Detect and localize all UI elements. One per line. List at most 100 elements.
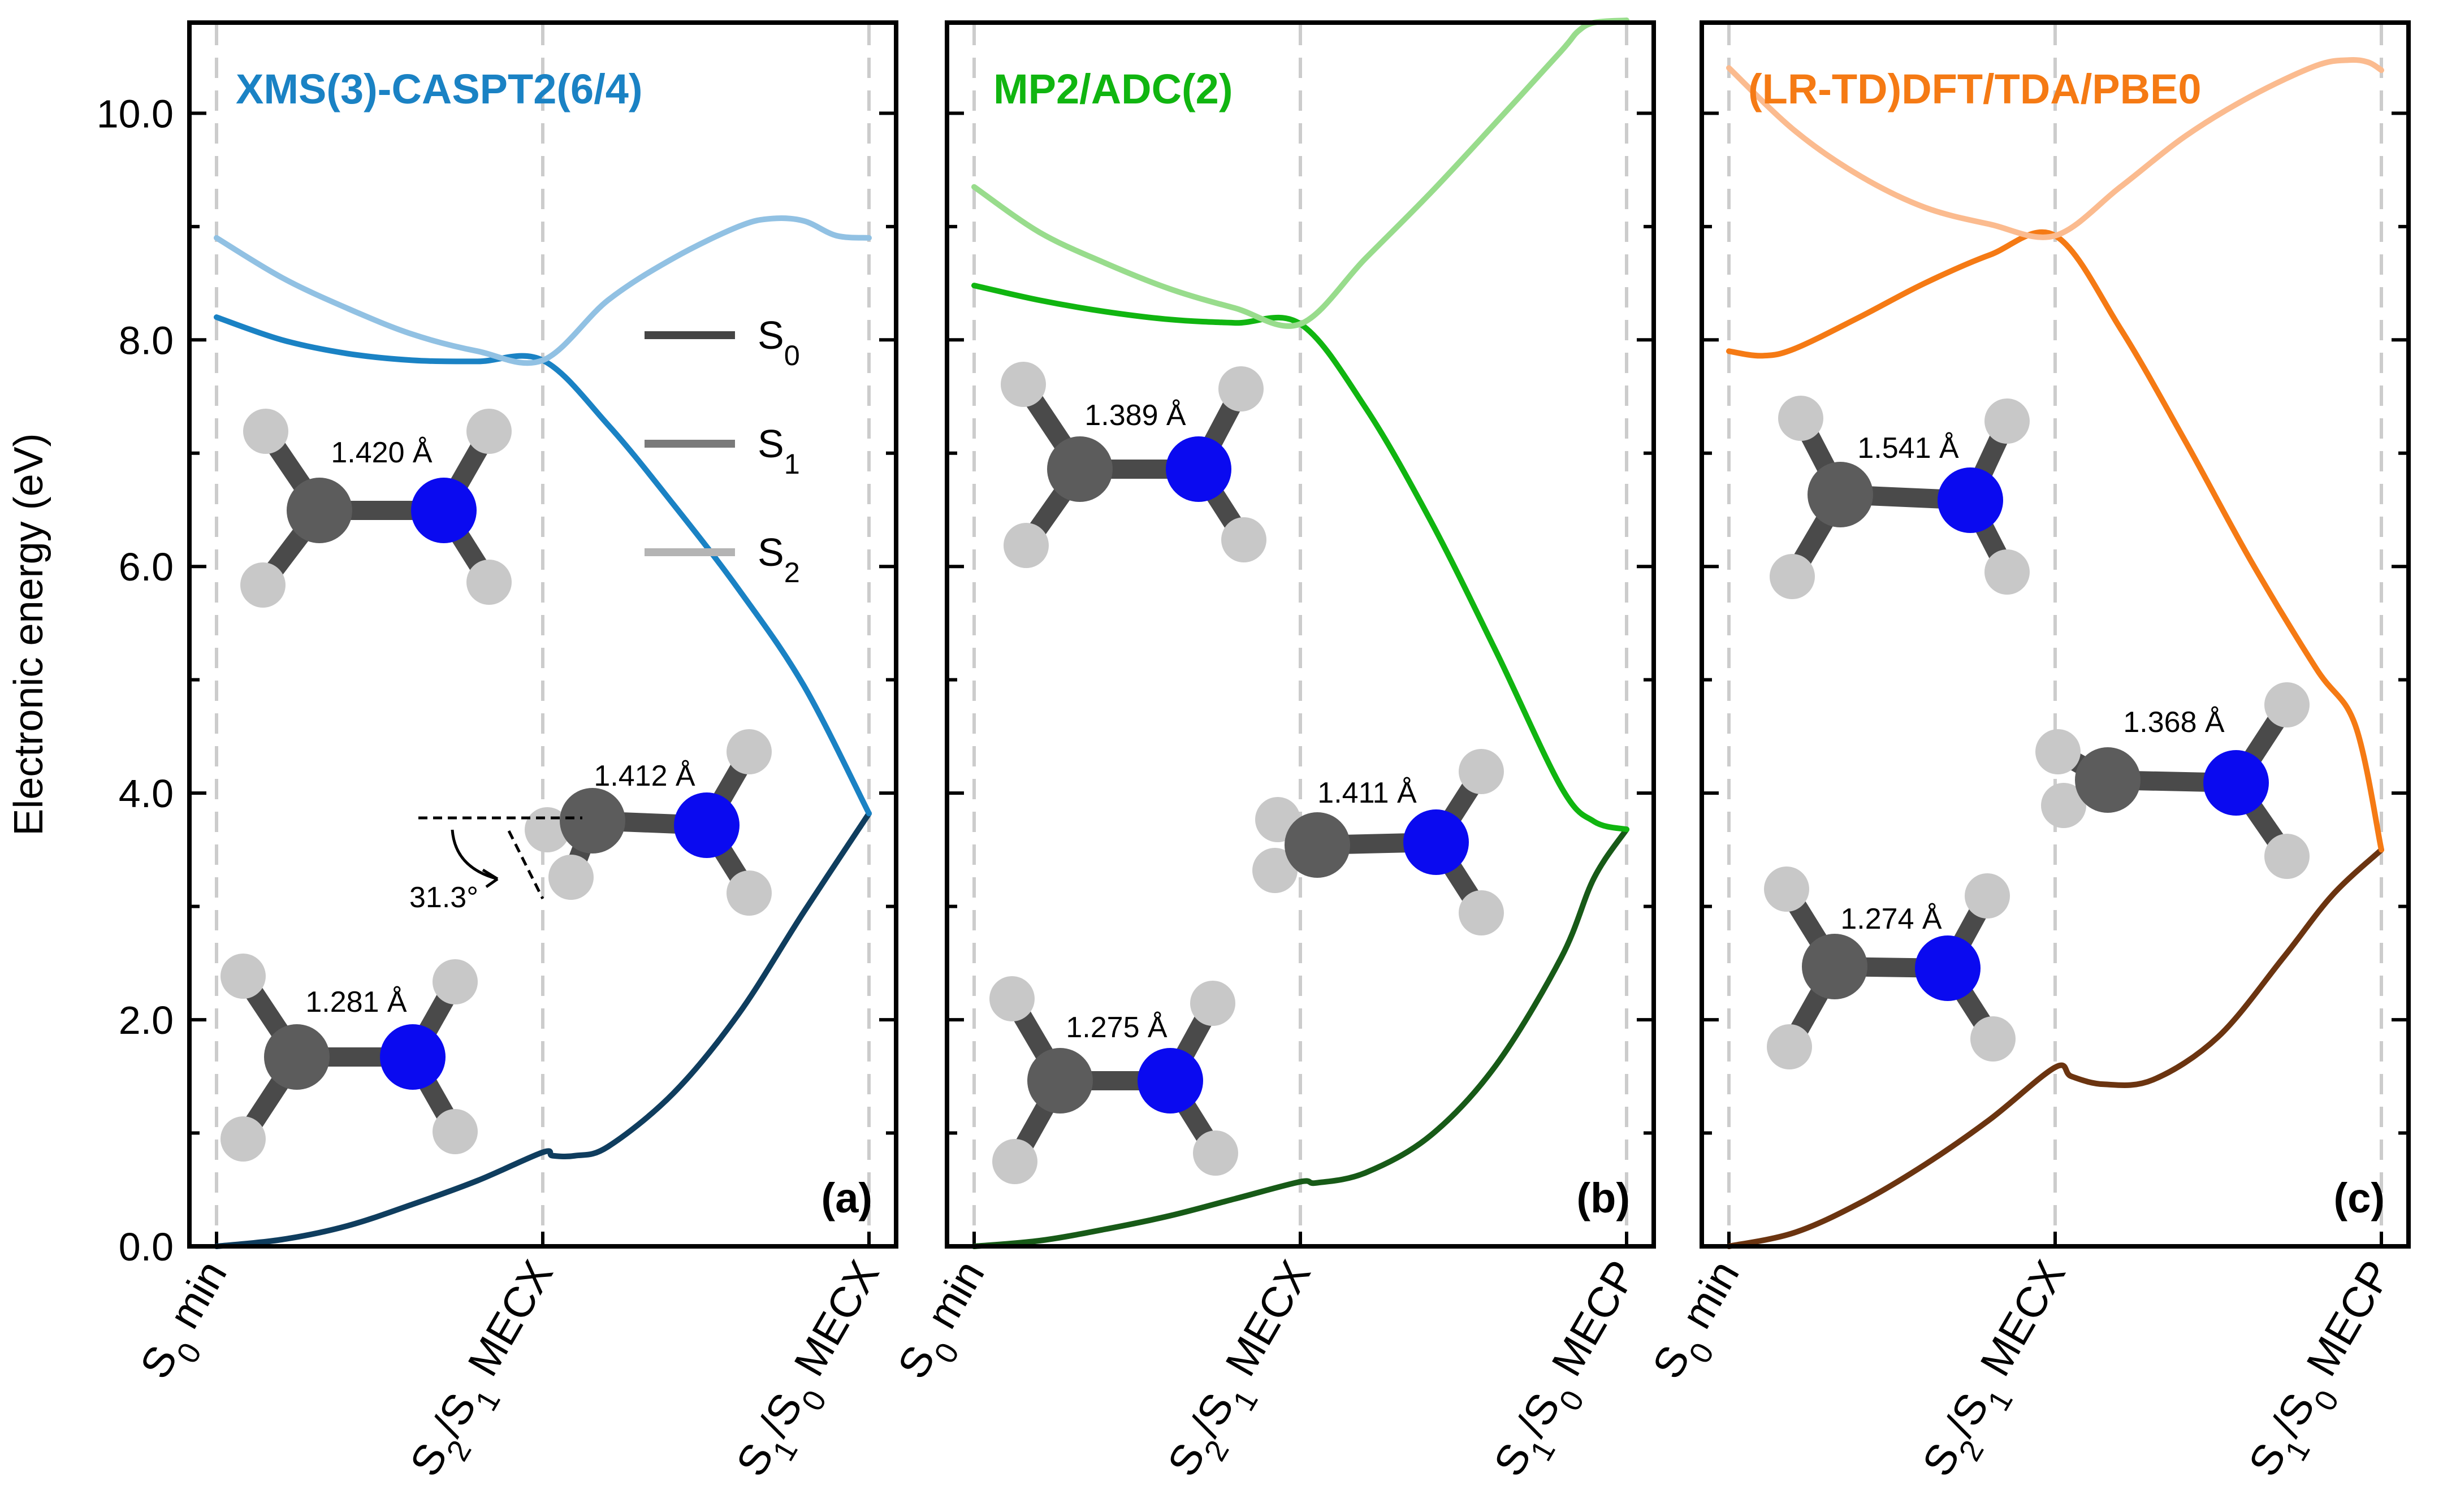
- series-line-S2: [214, 215, 872, 366]
- series-line-S1: [214, 314, 872, 817]
- nitrogen-atom: [1166, 436, 1231, 502]
- hydrogen-atom: [2264, 834, 2310, 879]
- carbon-atom: [1047, 436, 1113, 502]
- series-line-S0: [214, 811, 872, 1249]
- nitrogen-atom: [2203, 750, 2269, 816]
- x-tick-label: S0 min: [131, 1253, 249, 1394]
- bond-length-label: 1.368 Å: [2123, 706, 2225, 739]
- hydrogen-atom: [466, 409, 512, 454]
- x-tick-label: S1/S0 MECP: [2239, 1253, 2414, 1492]
- hydrogen-atom: [1965, 873, 2010, 919]
- x-tick-label-part: min: [1666, 1253, 1748, 1347]
- legend-label: S0: [758, 313, 800, 371]
- hydrogen-atom: [1004, 523, 1049, 568]
- y-tick-label: 8.0: [119, 318, 174, 362]
- hydrogen-atom: [727, 729, 772, 774]
- x-tick-label: S2/S1 MECX: [1158, 1253, 1333, 1492]
- hydrogen-atom: [433, 959, 478, 1004]
- legend-label-part: S: [758, 313, 784, 357]
- angle-arrowhead: [482, 868, 499, 889]
- hydrogen-atom: [2041, 783, 2086, 828]
- panel-2: MP2/ADC(2) (b) S0 min S2/S1 MECX S1/S0 MECP: [889, 18, 1656, 1492]
- y-tick-label: 6.0: [119, 545, 174, 589]
- angle-plane-line: [507, 830, 544, 900]
- plot-frame: [1700, 20, 2411, 1249]
- hydrogen-atom: [548, 855, 594, 900]
- series-line-S0: [971, 826, 1629, 1249]
- bond-length-label: 1.412 Å: [594, 760, 695, 792]
- molecule: 1.541 Å: [1770, 396, 2030, 599]
- nitrogen-atom: [1915, 935, 1981, 1001]
- hydrogen-atom: [243, 409, 288, 454]
- hydrogen-atom: [1221, 517, 1266, 562]
- bond-length-label: 1.541 Å: [1857, 432, 1959, 465]
- y-tick-label: 4.0: [119, 772, 174, 816]
- hydrogen-atom: [2035, 729, 2081, 774]
- x-tick-label: S0 min: [889, 1253, 1006, 1394]
- plot-frame: [187, 20, 898, 1249]
- hydrogen-atom: [1193, 1130, 1238, 1176]
- hydrogen-atom: [1459, 749, 1504, 794]
- x-tick-label-part: min: [911, 1253, 993, 1347]
- hydrogen-atom: [1764, 867, 1809, 912]
- bond-length-label: 1.420 Å: [331, 436, 433, 469]
- panel-title: (LR-TD)DFT/TDA/PBE0: [1748, 66, 2202, 112]
- legend-label-part: S: [758, 422, 784, 466]
- series-line-S2: [1726, 57, 2384, 240]
- legend-label: S1: [758, 422, 800, 480]
- legend-label-part: 1: [784, 448, 800, 480]
- bond-length-label: 1.411 Å: [1317, 777, 1417, 809]
- series-line-S0: [1726, 847, 2384, 1249]
- molecule: 1.281 Å: [220, 954, 478, 1162]
- hydrogen-atom: [220, 1116, 266, 1162]
- hydrogen-atom: [1778, 396, 1823, 441]
- panel-letter: (a): [821, 1175, 872, 1221]
- panel-1: XMS(3)-CASPT2(6/4) (a) S0 min S2/S1 MECX S1/…: [131, 20, 901, 1492]
- hydrogen-atom: [1767, 1024, 1812, 1069]
- bond-length-label: 1.281 Å: [305, 986, 407, 1019]
- nitrogen-atom: [674, 792, 740, 858]
- carbon-atom: [1802, 934, 1867, 999]
- panel-3: (LR-TD)DFT/TDA/PBE0 (c) S0 min S2/S1 MECX S1…: [1644, 20, 2414, 1492]
- x-tick-label-part: MECP: [1537, 1253, 1646, 1394]
- molecule: 1.275 Å: [989, 976, 1238, 1184]
- molecule: 1.412 Å: [525, 729, 772, 916]
- hydrogen-atom: [1770, 554, 1815, 599]
- panel-title: MP2/ADC(2): [993, 66, 1233, 112]
- x-tick-label: S1/S0 MECX: [727, 1253, 901, 1492]
- hydrogen-atom: [1190, 981, 1235, 1026]
- hydrogen-atom: [989, 976, 1035, 1021]
- panel-letter: (b): [1577, 1175, 1631, 1221]
- x-tick-label-part: MECX: [453, 1253, 563, 1394]
- molecule: 1.274 Å: [1764, 867, 2016, 1069]
- carbon-atom: [1808, 462, 1873, 527]
- nitrogen-atom: [1403, 809, 1469, 875]
- hydrogen-atom: [240, 562, 286, 608]
- hydrogen-atom: [433, 1109, 478, 1154]
- panel-letter: (c): [2334, 1175, 2385, 1221]
- nitrogen-atom: [411, 478, 477, 543]
- nitrogen-atom: [1138, 1048, 1203, 1114]
- hydrogen-atom: [466, 560, 512, 605]
- hydrogen-atom: [1001, 362, 1046, 407]
- x-tick-label-part: MECX: [1210, 1253, 1320, 1394]
- hydrogen-atom: [992, 1139, 1037, 1184]
- series-line-S1: [1726, 229, 2384, 853]
- x-tick-label-part: MECP: [2291, 1253, 2401, 1394]
- bond-length-label: 1.389 Å: [1084, 399, 1186, 432]
- carbon-atom: [2075, 747, 2141, 813]
- angle-label: 31.3°: [409, 881, 478, 914]
- hydrogen-atom: [1252, 848, 1298, 893]
- molecule: 1.368 Å: [2035, 682, 2310, 879]
- hydrogen-atom: [220, 954, 266, 999]
- carbon-atom: [1027, 1048, 1093, 1114]
- series-line-S1: [971, 283, 1629, 833]
- x-tick-label: S2/S1 MECX: [1913, 1253, 2087, 1492]
- y-tick-label: 2.0: [119, 998, 174, 1042]
- y-axis-title: Electronic energy (eV): [6, 433, 51, 835]
- hydrogen-atom: [2264, 682, 2310, 727]
- legend-label: S2: [758, 530, 800, 588]
- molecule: 1.420 Å: [240, 409, 512, 608]
